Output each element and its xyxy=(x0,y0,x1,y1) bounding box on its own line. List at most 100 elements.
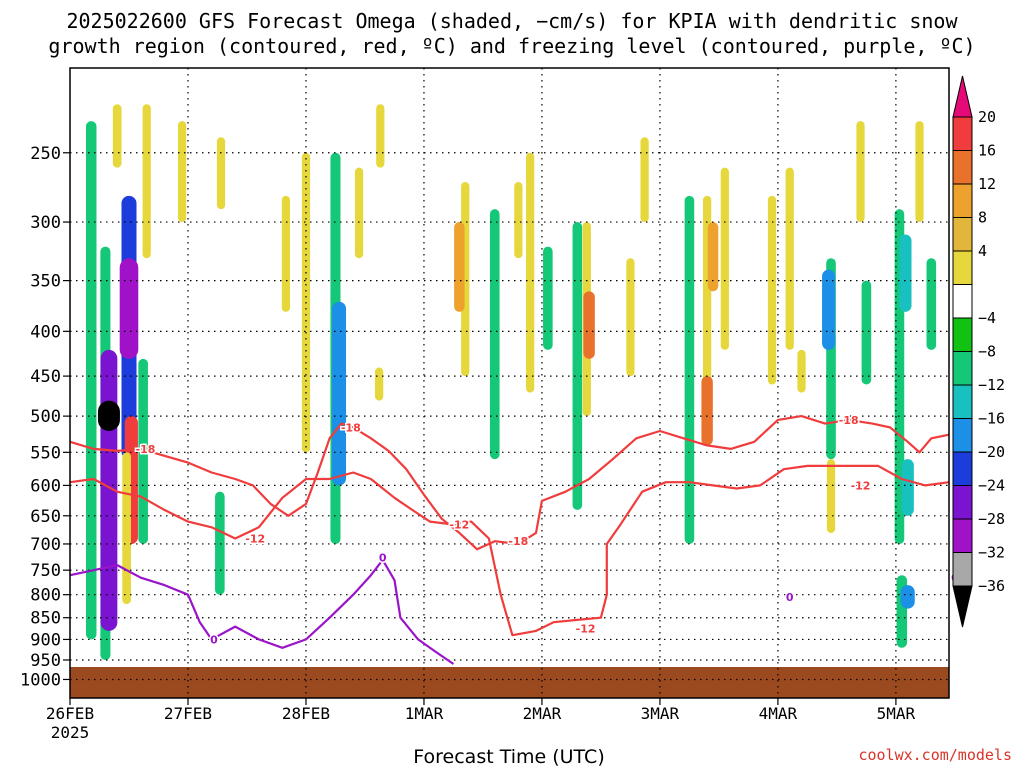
omega-region-33 xyxy=(684,195,695,544)
y-tick-label-500: 500 xyxy=(30,407,61,427)
omega-region-48 xyxy=(926,258,937,350)
omega-region-16 xyxy=(331,301,347,486)
colorbar-segment-7 xyxy=(952,351,973,386)
y-tick-label-1000: 1000 xyxy=(20,670,61,690)
x-tick-label-5MAR: 5MAR xyxy=(877,704,916,723)
y-tick-label-400: 400 xyxy=(30,322,61,342)
omega-region-39 xyxy=(822,269,836,350)
pressure-axis: 2503003504004505005506006507007508008509… xyxy=(20,144,70,690)
omega-region-46 xyxy=(900,585,915,609)
y-tick-label-550: 550 xyxy=(30,443,61,463)
contour-label-0-0: 0 xyxy=(210,633,218,646)
colorbar-tick-1: 16 xyxy=(978,142,996,160)
omega-region-35 xyxy=(720,167,729,350)
contour-line-0 xyxy=(69,558,455,665)
y-tick-label-900: 900 xyxy=(30,630,61,650)
contour-layer: -18-18-18-18-12-12-12-120000 xyxy=(69,412,961,665)
contour-label-0-1: 0 xyxy=(379,551,387,564)
omega-region-11 xyxy=(177,121,187,223)
omega-region-22 xyxy=(454,222,465,312)
contour-line--12 xyxy=(69,464,950,637)
omega-region-14 xyxy=(281,195,291,312)
colorbar-tick-5: −4 xyxy=(978,309,996,327)
omega-region-23 xyxy=(489,209,500,460)
colorbar-tick-13: −36 xyxy=(978,577,1005,595)
contour-label-0-2: 0 xyxy=(786,591,794,604)
colorbar-segment-0 xyxy=(952,116,973,151)
y-tick-label-350: 350 xyxy=(30,272,61,292)
omega-region-47 xyxy=(915,121,924,223)
omega-region-24 xyxy=(514,182,523,259)
colorbar-segment-8 xyxy=(952,384,973,419)
plot-background xyxy=(70,68,949,698)
y-tick-label-600: 600 xyxy=(30,476,61,496)
x-tick-label-27FEB: 27FEB xyxy=(164,704,212,723)
y-tick-label-650: 650 xyxy=(30,507,61,527)
credit-link[interactable]: coolwx.com/models xyxy=(858,746,1012,764)
y-tick-label-250: 250 xyxy=(30,144,61,164)
colorbar-segment-3 xyxy=(952,217,973,252)
omega-region-29 xyxy=(626,258,635,377)
colorbar-segment-13 xyxy=(952,552,973,587)
y-tick-label-450: 450 xyxy=(30,367,61,387)
omega-region-9 xyxy=(112,104,122,168)
time-axis: 26FEB 27FEB 28FEB 1MAR 2MAR 3MAR 4MAR 5MAR xyxy=(46,698,916,723)
contour-label--18-2: -18 xyxy=(508,535,528,548)
x-tick-label-26FEB: 26FEB xyxy=(46,704,94,723)
colorbar-segment-12 xyxy=(952,518,973,553)
omega-region-36 xyxy=(767,195,777,385)
omega-region-44 xyxy=(901,459,914,516)
colorbar-segment-1 xyxy=(952,150,973,185)
y-tick-label-800: 800 xyxy=(30,586,61,606)
colorbar-tick-8: −16 xyxy=(978,410,1005,428)
omega-region-7 xyxy=(122,452,131,605)
contour-label--18-1: -18 xyxy=(341,421,361,434)
colorbar-segment-2 xyxy=(952,183,973,218)
omega-region-3 xyxy=(97,400,120,432)
colorbar-tick-6: −8 xyxy=(978,343,996,361)
x-axis-year: 2025 xyxy=(51,723,90,742)
x-tick-label-2MAR: 2MAR xyxy=(523,704,562,723)
colorbar-segment-10 xyxy=(952,451,973,486)
colorbar-segment-6 xyxy=(952,317,973,352)
omega-region-10 xyxy=(142,104,151,259)
omega-region-51 xyxy=(543,246,553,350)
colorbar-tick-4: 4 xyxy=(978,242,987,260)
omega-region-32 xyxy=(707,222,719,292)
omega-region-41 xyxy=(861,280,872,385)
y-tick-label-300: 300 xyxy=(30,213,61,233)
x-tick-label-28FEB: 28FEB xyxy=(282,704,330,723)
omega-region-49 xyxy=(826,459,836,533)
omega-region-26 xyxy=(572,222,583,510)
omega-region-25 xyxy=(526,152,535,393)
grid-layer xyxy=(70,68,949,698)
x-tick-label-3MAR: 3MAR xyxy=(641,704,680,723)
x-tick-label-1MAR: 1MAR xyxy=(405,704,444,723)
omega-region-30 xyxy=(640,137,649,223)
ground-surface xyxy=(70,667,949,698)
colorbar-tick-0: 20 xyxy=(978,108,996,126)
omega-region-19 xyxy=(376,104,385,168)
omega-region-40 xyxy=(856,121,865,223)
contour-label--18-0: -18 xyxy=(136,443,156,456)
contour-label--12-0: -12 xyxy=(245,532,265,545)
omega-region-34 xyxy=(701,376,713,446)
colorbar-tick-12: −32 xyxy=(978,544,1005,562)
colorbar-segment-5 xyxy=(952,284,973,319)
contour-label--12-2: -12 xyxy=(576,623,596,636)
colorbar-arrow-top xyxy=(952,75,973,118)
omega-region-12 xyxy=(216,137,226,210)
y-tick-label-950: 950 xyxy=(30,651,61,671)
chart-title-line-2: growth region (contoured, red, ºC) and f… xyxy=(48,34,975,58)
y-tick-label-850: 850 xyxy=(30,609,61,629)
omega-region-50 xyxy=(797,349,806,393)
colorbar-tick-9: −20 xyxy=(978,443,1005,461)
omega-region-28 xyxy=(583,291,595,359)
colorbar: 20 16 12 8 4 −4 −8 −12 −16 −20 −24 −28 −32 −36 xyxy=(952,75,1005,628)
x-tick-label-4MAR: 4MAR xyxy=(759,704,798,723)
colorbar-arrow-bottom xyxy=(952,585,973,628)
omega-region-20 xyxy=(374,367,384,401)
x-axis-label: Forecast Time (UTC) xyxy=(413,746,604,768)
plot-frame xyxy=(69,67,950,699)
